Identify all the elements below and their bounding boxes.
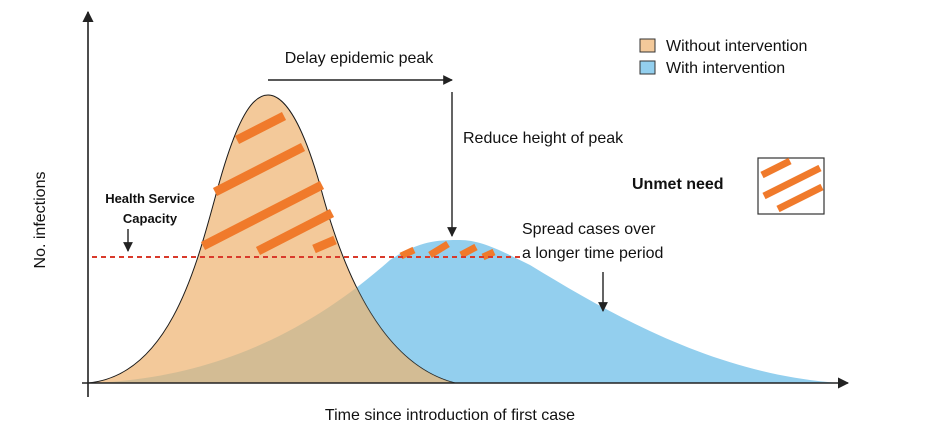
health-capacity-label-line2: Capacity [123,211,178,226]
unmet-need-swatch-hatch [760,157,824,213]
legend-swatch-without [639,38,656,53]
unmet-need-hatch-with [399,241,496,261]
unmet-need-label: Unmet need [632,176,724,193]
spread-cases-label-line2: a longer time period [522,245,663,262]
x-axis-label: Time since introduction of first case [325,407,575,424]
delay-peak-label: Delay epidemic peak [285,50,435,67]
spread-cases-label-line1: Spread cases over [522,221,656,238]
legend-label-without: Without intervention [666,38,807,55]
legend-swatch-with [639,60,656,75]
unmet-need-hatch-without [200,111,337,256]
reduce-height-label: Reduce height of peak [463,130,624,147]
legend: Without intervention With intervention [639,38,807,77]
legend-label-with: With intervention [666,60,785,77]
overlap-region [88,240,455,383]
y-axis-label: No. infections [32,172,49,269]
unmet-need-key: Unmet need [632,157,825,215]
health-capacity-label-line1: Health Service [105,191,195,206]
